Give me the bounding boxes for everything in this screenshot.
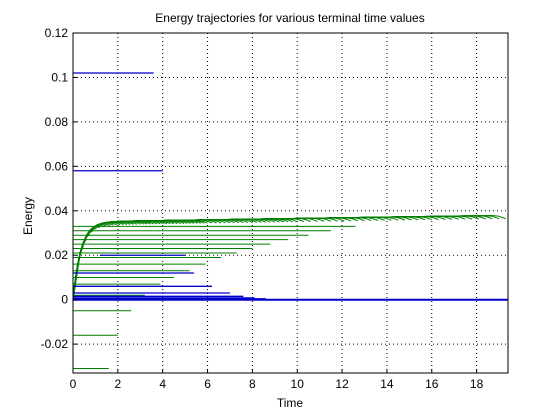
y-tick-label: 0 xyxy=(61,293,68,307)
plot-frame xyxy=(72,32,509,374)
x-tick-label: 16 xyxy=(425,377,439,391)
y-tick-label: 0.12 xyxy=(45,26,69,40)
y-tick-label: 0.02 xyxy=(45,248,69,262)
x-axis-label: Time xyxy=(277,396,304,410)
y-axis-label: Energy xyxy=(21,197,35,235)
x-tick-label: 4 xyxy=(159,377,166,391)
x-tick-label: 2 xyxy=(115,377,122,391)
x-tick-label: 0 xyxy=(70,377,77,391)
y-tick-label: 0.06 xyxy=(45,159,69,173)
y-tick-label: 0.08 xyxy=(45,115,69,129)
x-tick-label: 6 xyxy=(204,377,211,391)
x-tick-label: 10 xyxy=(291,377,305,391)
x-tick-label: 12 xyxy=(335,377,349,391)
series-group xyxy=(73,72,508,370)
plot-area xyxy=(73,33,508,373)
y-tick-label: 0.1 xyxy=(51,70,68,84)
series-clip-group xyxy=(73,72,508,370)
energy-trajectory xyxy=(73,214,506,300)
y-axis: -0.02 0 0.02 0.04 0.06 0.08 0.1 0.12 xyxy=(41,26,77,351)
x-axis: 0 2 4 6 8 10 12 14 16 18 xyxy=(70,369,484,391)
y-tick-label: -0.02 xyxy=(41,337,69,351)
x-tick-label: 8 xyxy=(249,377,256,391)
y-tick-label: 0.04 xyxy=(45,204,69,218)
chart-title: Energy trajectories for various terminal… xyxy=(155,11,424,25)
x-tick-label: 18 xyxy=(470,377,484,391)
x-tick-label: 14 xyxy=(380,377,394,391)
